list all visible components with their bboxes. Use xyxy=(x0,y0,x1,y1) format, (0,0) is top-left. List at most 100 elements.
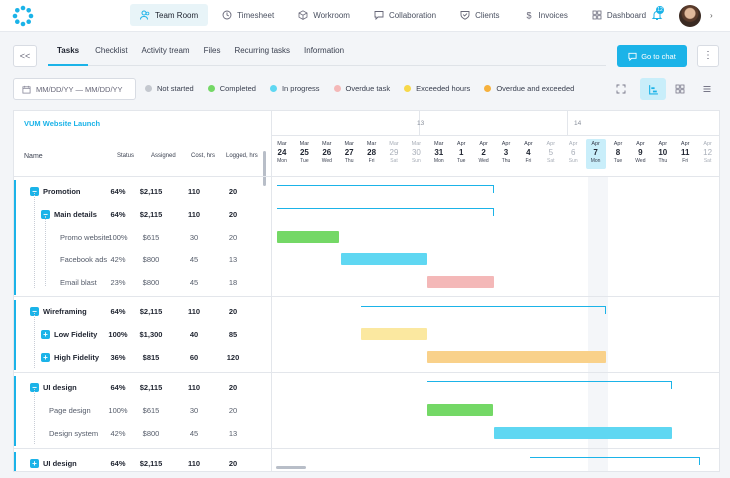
tab-activity-stream[interactable]: Activity tream xyxy=(141,46,190,55)
gantt-task-bar[interactable] xyxy=(427,276,494,288)
day-header: Apr 1 Tue xyxy=(451,141,471,164)
table-row[interactable]: Page design 100% $615 30 20 xyxy=(14,399,271,422)
task-assigned: $2,115 xyxy=(139,307,163,316)
expand-icon[interactable]: + xyxy=(30,459,39,468)
collapse-icon[interactable]: − xyxy=(30,187,39,196)
task-status: 23% xyxy=(110,278,126,287)
date-range-input[interactable]: MM/DD/YY — MM/DD/YY xyxy=(13,78,136,100)
group-separator xyxy=(14,448,719,449)
tab-recurring-tasks[interactable]: Recurring tasks xyxy=(234,46,291,55)
table-row[interactable]: + UI design 64% $2,115 110 20 xyxy=(14,452,271,471)
collapse-icon[interactable]: − xyxy=(30,383,39,392)
gantt-task-bar[interactable] xyxy=(361,328,427,340)
vertical-scrollbar[interactable] xyxy=(263,151,266,186)
legend-item[interactable]: Overdue and exceeded xyxy=(484,84,574,93)
table-row[interactable]: − Main details 64% $2,115 110 20 xyxy=(14,203,271,226)
task-logged: 20 xyxy=(228,459,238,468)
task-logged: 18 xyxy=(228,278,238,287)
nav-invoices[interactable]: $ Invoices xyxy=(514,4,578,26)
legend-item[interactable]: Exceeded hours xyxy=(404,84,470,93)
day-header: Apr 2 Wed xyxy=(474,141,494,164)
task-cost: 110 xyxy=(187,187,201,196)
fullscreen-button[interactable] xyxy=(608,78,634,100)
expand-icon[interactable]: + xyxy=(41,330,50,339)
week-separator xyxy=(272,135,719,136)
nav-label: Invoices xyxy=(538,10,568,20)
gantt-task-bar[interactable] xyxy=(277,231,339,243)
table-row[interactable]: − Wireframing 64% $2,115 110 20 xyxy=(14,300,271,323)
table-row[interactable]: Facebook ads 42% $800 45 13 xyxy=(14,248,271,271)
day-number: 7 xyxy=(593,148,598,157)
logo-icon[interactable] xyxy=(12,5,34,27)
day-number: 5 xyxy=(548,148,554,157)
list-view-button[interactable] xyxy=(694,78,720,100)
legend-item[interactable]: In progress xyxy=(269,84,320,93)
task-name: Email blast xyxy=(60,278,97,287)
table-row[interactable]: + Low Fidelity 100% $1,300 40 85 xyxy=(14,323,271,346)
date-range-placeholder: MM/DD/YY — MM/DD/YY xyxy=(36,84,123,94)
collapse-icon[interactable]: − xyxy=(41,210,50,219)
day-number: 25 xyxy=(299,148,309,157)
gantt-summary-bar[interactable] xyxy=(277,208,494,216)
nav-clients[interactable]: Clients xyxy=(450,4,509,26)
legend-label: Overdue task xyxy=(345,84,391,93)
board-view-button[interactable] xyxy=(667,78,693,100)
avatar[interactable] xyxy=(679,5,701,27)
table-row[interactable]: − Promotion 64% $2,115 110 20 xyxy=(14,180,271,203)
horizontal-scrollbar[interactable] xyxy=(276,466,306,469)
table-row[interactable]: Promo website 100% $615 30 20 xyxy=(14,226,271,249)
table-row[interactable]: − UI design 64% $2,115 110 20 xyxy=(14,376,271,399)
column-header-assigned: Assigned xyxy=(151,153,176,159)
gantt-view-button[interactable] xyxy=(640,78,666,100)
pane-divider[interactable] xyxy=(271,111,272,471)
chevron-right-icon[interactable]: › xyxy=(710,11,713,20)
table-row[interactable]: + High Fidelity 36% $815 60 120 xyxy=(14,346,271,369)
header-divider xyxy=(14,176,719,177)
nav-collaboration[interactable]: Collaboration xyxy=(364,4,446,26)
gantt-summary-bar[interactable] xyxy=(427,381,672,389)
table-row[interactable]: Design system 42% $800 45 13 xyxy=(14,422,271,445)
legend-label: In progress xyxy=(281,84,320,93)
svg-text:$: $ xyxy=(526,11,531,21)
gantt-summary-bar[interactable] xyxy=(361,306,606,314)
gantt-task-bar[interactable] xyxy=(341,253,427,265)
day-number: 9 xyxy=(638,148,643,157)
task-logged: 20 xyxy=(228,210,238,219)
go-to-chat-button[interactable]: Go to chat xyxy=(617,45,687,67)
legend-item[interactable]: Completed xyxy=(207,84,256,93)
legend-item[interactable]: Not started xyxy=(145,84,194,93)
gantt-task-bar[interactable] xyxy=(494,427,672,439)
group-separator xyxy=(14,296,719,297)
gantt-summary-bar[interactable] xyxy=(530,457,700,465)
day-number: 11 xyxy=(680,148,690,157)
tab-tasks[interactable]: Tasks xyxy=(48,40,89,66)
legend-label: Overdue and exceeded xyxy=(496,84,575,93)
task-cost: 40 xyxy=(189,330,199,339)
nav-dashboard[interactable]: Dashboard xyxy=(582,4,656,26)
clock-icon xyxy=(222,10,232,20)
day-month: Mar xyxy=(411,141,422,147)
day-weekday: Fri xyxy=(525,158,532,164)
day-weekday: Mon xyxy=(590,158,601,164)
nav-team-room[interactable]: Team Room xyxy=(130,4,209,26)
day-month: Apr xyxy=(568,141,578,147)
day-month: Apr xyxy=(703,141,712,147)
tab-files[interactable]: Files xyxy=(203,46,221,55)
column-header-status: Status xyxy=(117,153,135,159)
collapse-icon[interactable]: − xyxy=(30,307,39,316)
day-header-today: Apr 7 Mon xyxy=(585,139,606,169)
table-row[interactable]: Email blast 23% $800 45 18 xyxy=(14,271,271,294)
nav-timesheet[interactable]: Timesheet xyxy=(212,4,284,26)
gantt-task-bar[interactable] xyxy=(427,351,606,363)
expand-icon[interactable]: + xyxy=(41,353,50,362)
gantt-task-bar[interactable] xyxy=(427,404,493,416)
collapse-sidebar-button[interactable]: << xyxy=(13,45,37,67)
gantt-summary-bar[interactable] xyxy=(277,185,494,193)
tab-checklist[interactable]: Checklist xyxy=(95,46,128,55)
task-assigned: $815 xyxy=(142,353,160,362)
legend-item[interactable]: Overdue task xyxy=(333,84,391,93)
tab-information[interactable]: Information xyxy=(304,46,345,55)
nav-workroom[interactable]: Workroom xyxy=(288,4,360,26)
task-logged: 20 xyxy=(228,406,238,415)
more-options-button[interactable]: ⋮ xyxy=(697,45,719,67)
